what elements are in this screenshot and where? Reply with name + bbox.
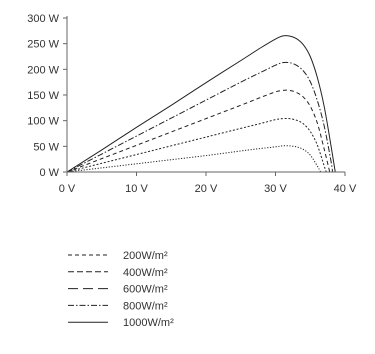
- series-line: [66, 35, 336, 173]
- y-tick-label: 150 W: [27, 90, 59, 102]
- legend-item: 800W/m²: [68, 300, 168, 312]
- y-tick-label: 200 W: [27, 64, 59, 76]
- y-tick-label: 300 W: [27, 13, 59, 25]
- legend-item: 200W/m²: [68, 250, 168, 262]
- series-line: [66, 145, 322, 173]
- x-tick-label: 30 V: [264, 183, 287, 195]
- legend-label: 600W/m²: [123, 284, 168, 296]
- legend-item: 1000W/m²: [68, 317, 174, 329]
- x-tick-label: 0 V: [59, 183, 76, 195]
- legend-label: 800W/m²: [123, 300, 168, 312]
- y-tick-label: 100 W: [27, 116, 59, 128]
- axes: 0 W 50 W 100 W 150 W 200 W 250 W 300 W 0 V 10 V 2…: [27, 13, 357, 195]
- x-tick-label: 40 V: [334, 183, 357, 195]
- legend-label: 400W/m²: [123, 267, 168, 279]
- legend: 200W/m² 400W/m² 600W/m² 800W/m² 1000W/m²: [68, 250, 174, 329]
- legend-label: 200W/m²: [123, 250, 168, 262]
- legend-item: 600W/m²: [68, 284, 168, 296]
- legend-item: 400W/m²: [68, 267, 168, 279]
- series-line: [66, 89, 331, 173]
- y-tick-label: 250 W: [27, 39, 59, 51]
- x-tick-label: 20 V: [195, 183, 218, 195]
- x-tick-label: 10 V: [125, 183, 148, 195]
- y-tick-label: 50 W: [33, 141, 59, 153]
- legend-label: 1000W/m²: [123, 317, 174, 329]
- y-tick-label: 0 W: [39, 167, 59, 179]
- series-line: [66, 61, 333, 173]
- plot-area: [66, 35, 336, 173]
